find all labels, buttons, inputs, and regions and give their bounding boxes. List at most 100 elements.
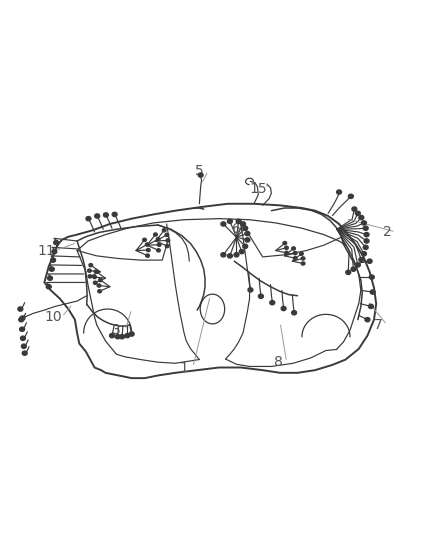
Ellipse shape bbox=[162, 229, 166, 232]
Text: 2: 2 bbox=[383, 225, 392, 239]
Ellipse shape bbox=[361, 252, 367, 256]
Ellipse shape bbox=[51, 258, 56, 262]
Ellipse shape bbox=[157, 243, 161, 246]
Ellipse shape bbox=[110, 334, 114, 338]
Ellipse shape bbox=[245, 231, 250, 236]
Ellipse shape bbox=[198, 173, 203, 177]
Ellipse shape bbox=[22, 351, 27, 356]
Ellipse shape bbox=[227, 219, 233, 223]
Ellipse shape bbox=[359, 215, 364, 220]
Ellipse shape bbox=[292, 247, 295, 250]
Ellipse shape bbox=[292, 311, 297, 315]
Ellipse shape bbox=[236, 219, 241, 223]
Ellipse shape bbox=[99, 278, 102, 281]
Ellipse shape bbox=[157, 249, 160, 252]
Ellipse shape bbox=[293, 256, 297, 260]
Ellipse shape bbox=[243, 244, 247, 248]
Ellipse shape bbox=[115, 335, 120, 339]
Text: 10: 10 bbox=[44, 310, 62, 324]
Ellipse shape bbox=[46, 285, 51, 289]
Ellipse shape bbox=[364, 239, 369, 243]
Ellipse shape bbox=[48, 276, 53, 280]
Ellipse shape bbox=[103, 213, 108, 217]
Text: 5: 5 bbox=[195, 164, 204, 178]
Ellipse shape bbox=[165, 233, 169, 237]
Ellipse shape bbox=[88, 275, 92, 278]
Ellipse shape bbox=[19, 318, 24, 322]
Ellipse shape bbox=[369, 275, 374, 279]
Text: 11: 11 bbox=[38, 244, 56, 257]
Ellipse shape bbox=[243, 226, 247, 230]
Ellipse shape bbox=[88, 269, 91, 272]
Ellipse shape bbox=[166, 245, 169, 248]
Ellipse shape bbox=[281, 306, 286, 311]
Ellipse shape bbox=[361, 221, 367, 225]
Ellipse shape bbox=[301, 257, 305, 260]
Ellipse shape bbox=[355, 211, 360, 215]
Ellipse shape bbox=[285, 251, 288, 254]
Ellipse shape bbox=[156, 238, 160, 241]
Ellipse shape bbox=[129, 332, 134, 336]
Ellipse shape bbox=[54, 240, 59, 245]
Ellipse shape bbox=[21, 336, 25, 341]
Ellipse shape bbox=[240, 222, 245, 226]
Ellipse shape bbox=[95, 214, 99, 218]
Ellipse shape bbox=[227, 254, 233, 258]
Text: 3: 3 bbox=[112, 324, 121, 337]
Ellipse shape bbox=[146, 254, 149, 257]
Ellipse shape bbox=[364, 232, 369, 237]
Ellipse shape bbox=[337, 190, 342, 194]
Ellipse shape bbox=[346, 270, 351, 274]
Text: 7: 7 bbox=[374, 318, 383, 332]
Ellipse shape bbox=[20, 316, 25, 320]
Ellipse shape bbox=[239, 249, 244, 254]
Ellipse shape bbox=[21, 344, 26, 349]
Ellipse shape bbox=[351, 267, 356, 271]
Text: 8: 8 bbox=[273, 355, 283, 369]
Ellipse shape bbox=[285, 246, 288, 249]
Ellipse shape bbox=[363, 226, 368, 230]
Text: 6: 6 bbox=[232, 222, 241, 236]
Ellipse shape bbox=[270, 301, 275, 305]
Ellipse shape bbox=[355, 263, 360, 267]
Ellipse shape bbox=[363, 245, 368, 249]
Ellipse shape bbox=[145, 243, 149, 246]
Ellipse shape bbox=[93, 281, 97, 284]
Ellipse shape bbox=[20, 327, 25, 332]
Ellipse shape bbox=[359, 257, 364, 262]
Ellipse shape bbox=[368, 304, 373, 309]
Ellipse shape bbox=[300, 252, 303, 255]
Ellipse shape bbox=[370, 290, 375, 294]
Ellipse shape bbox=[154, 233, 157, 236]
Ellipse shape bbox=[348, 194, 353, 198]
Ellipse shape bbox=[120, 335, 124, 339]
Ellipse shape bbox=[98, 289, 102, 293]
Ellipse shape bbox=[365, 318, 370, 322]
Ellipse shape bbox=[283, 241, 286, 245]
Ellipse shape bbox=[166, 239, 170, 242]
Ellipse shape bbox=[245, 238, 250, 242]
Ellipse shape bbox=[221, 253, 226, 257]
Ellipse shape bbox=[293, 252, 297, 255]
Ellipse shape bbox=[248, 288, 253, 292]
Ellipse shape bbox=[49, 267, 54, 271]
Ellipse shape bbox=[221, 222, 226, 226]
Text: 15: 15 bbox=[250, 182, 267, 197]
Ellipse shape bbox=[94, 270, 98, 273]
Ellipse shape bbox=[146, 248, 150, 252]
Ellipse shape bbox=[352, 207, 357, 211]
Ellipse shape bbox=[97, 284, 101, 287]
Ellipse shape bbox=[93, 276, 96, 279]
Ellipse shape bbox=[86, 216, 91, 221]
Ellipse shape bbox=[52, 249, 57, 254]
Text: 1: 1 bbox=[180, 360, 188, 375]
Ellipse shape bbox=[367, 259, 372, 263]
Ellipse shape bbox=[143, 238, 146, 241]
Ellipse shape bbox=[18, 307, 23, 311]
Ellipse shape bbox=[89, 264, 92, 266]
Ellipse shape bbox=[234, 253, 239, 257]
Ellipse shape bbox=[301, 262, 305, 265]
Ellipse shape bbox=[258, 294, 263, 298]
Ellipse shape bbox=[125, 334, 130, 338]
Ellipse shape bbox=[112, 212, 117, 216]
